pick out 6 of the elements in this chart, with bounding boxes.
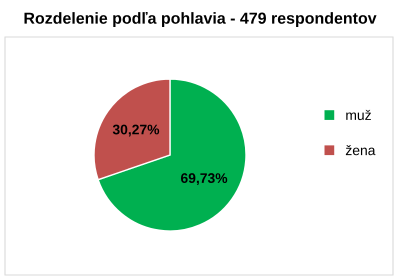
data-label: 30,27% bbox=[112, 124, 160, 136]
chart-title: Rozdelenie podľa pohlavia - 479 respondentov bbox=[24, 12, 377, 27]
legend-label: žena bbox=[346, 144, 376, 156]
pie-slice bbox=[97, 78, 247, 232]
data-label: 69,73% bbox=[180, 173, 228, 186]
legend-label: muž bbox=[346, 110, 371, 120]
